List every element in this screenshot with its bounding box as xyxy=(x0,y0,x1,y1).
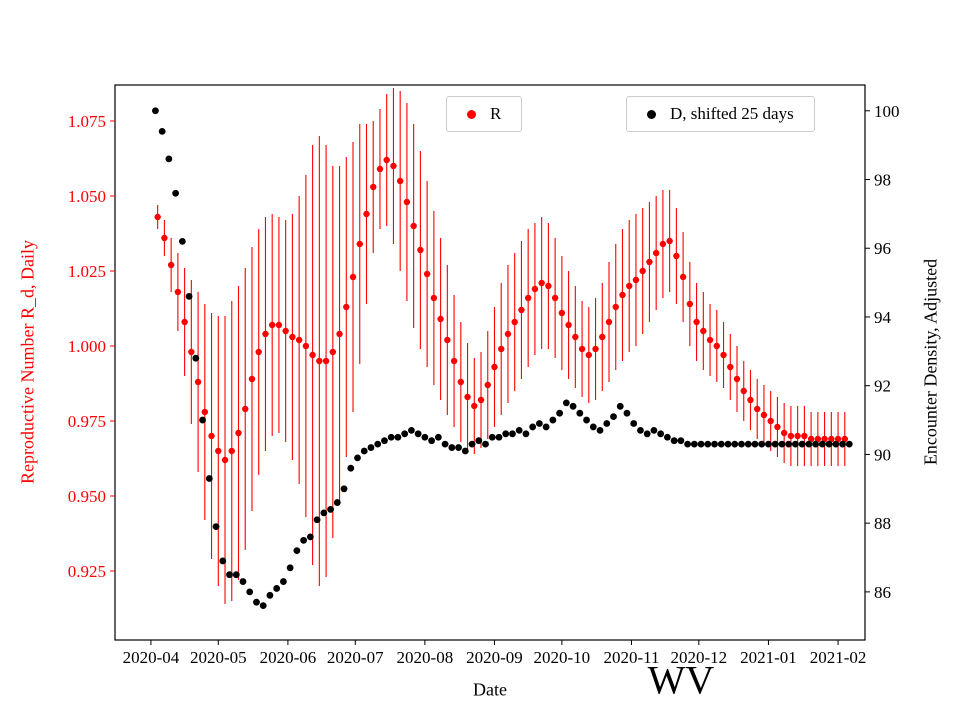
x-tick-label: 2020-07 xyxy=(327,648,384,667)
x-tick-label: 2020-09 xyxy=(466,648,523,667)
legend-d-label: D, shifted 25 days xyxy=(670,104,794,123)
x-tick-label: 2021-01 xyxy=(740,648,797,667)
right-tick-label: 98 xyxy=(874,171,891,190)
left-tick-label: 0.950 xyxy=(68,487,106,506)
d-series-marker-icon xyxy=(647,109,656,119)
left-tick-label: 0.925 xyxy=(68,562,106,581)
x-tick-label: 2020-12 xyxy=(670,648,727,667)
plot-frame xyxy=(114,84,866,641)
x-tick-label: 2020-04 xyxy=(123,648,180,667)
x-tick-label: 2020-05 xyxy=(190,648,247,667)
d-series-points xyxy=(152,107,853,610)
x-tick-label: 2020-11 xyxy=(603,648,659,667)
legend-r-label: R xyxy=(490,104,502,123)
x-tick-label: 2021-02 xyxy=(810,648,867,667)
right-tick-label: 90 xyxy=(874,445,891,464)
x-tick-label: 2020-08 xyxy=(397,648,454,667)
x-tick-label: 2020-10 xyxy=(534,648,591,667)
right-y-axis: 86 88 90 92 94 96 98 100 xyxy=(865,102,900,602)
right-tick-label: 94 xyxy=(874,308,892,327)
left-tick-label: 1.025 xyxy=(68,262,106,281)
right-axis-title: Encounter Density, Adjusted xyxy=(920,258,941,466)
x-tick-label: 2020-06 xyxy=(260,648,317,667)
left-tick-label: 0.975 xyxy=(68,412,106,431)
right-tick-label: 96 xyxy=(874,239,891,258)
x-axis: 2020-04 2020-05 2020-06 2020-07 2020-08 2020-… xyxy=(123,640,867,667)
right-tick-label: 86 xyxy=(874,583,891,602)
x-axis-title: Date xyxy=(473,679,507,700)
left-tick-label: 1.050 xyxy=(68,187,106,206)
r-series-marker-icon xyxy=(467,109,476,119)
right-tick-label: 100 xyxy=(874,102,900,121)
state-annotation: WV xyxy=(647,657,715,703)
left-y-axis: 0.925 0.950 0.975 1.000 1.025 1.050 1.075 xyxy=(68,112,115,581)
left-tick-label: 1.000 xyxy=(68,337,106,356)
legend-d: D, shifted 25 days xyxy=(626,96,815,132)
left-axis-title: Reproductive Number R_d, Daily xyxy=(17,240,38,484)
right-tick-label: 92 xyxy=(874,377,891,396)
r-series-points xyxy=(154,156,848,464)
right-tick-label: 88 xyxy=(874,514,891,533)
left-tick-label: 1.075 xyxy=(68,112,106,131)
legend-r: R xyxy=(446,96,523,132)
